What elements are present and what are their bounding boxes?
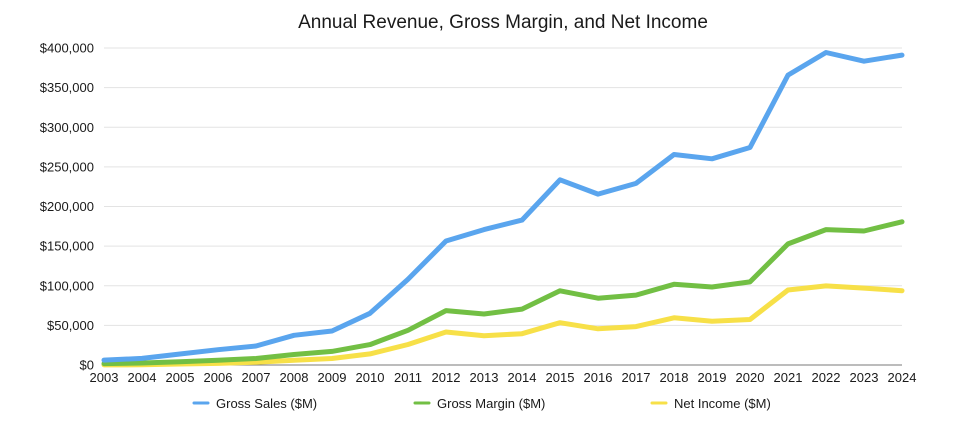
x-tick-label: 2007 xyxy=(242,370,271,385)
y-tick-label: $100,000 xyxy=(40,278,94,293)
legend-item-net-income: Net Income ($M) xyxy=(650,396,771,411)
x-tick-label: 2023 xyxy=(850,370,879,385)
x-tick-label: 2009 xyxy=(318,370,347,385)
y-tick-label: $0 xyxy=(80,358,94,373)
y-tick-label: $200,000 xyxy=(40,199,94,214)
x-tick-label: 2005 xyxy=(166,370,195,385)
x-tick-label: 2017 xyxy=(622,370,651,385)
legend-item-gross-margin: Gross Margin ($M) xyxy=(413,396,545,411)
axes: $0 $50,000 $100,000 $150,000 $200,000 $250,00… xyxy=(40,41,917,386)
legend-label: Gross Sales ($M) xyxy=(216,396,317,411)
x-tick-label: 2006 xyxy=(204,370,233,385)
legend-label: Gross Margin ($M) xyxy=(437,396,545,411)
x-tick-label: 2024 xyxy=(888,370,917,385)
x-tick-label: 2011 xyxy=(394,370,422,385)
x-tick-label: 2019 xyxy=(698,370,727,385)
x-tick-label: 2021 xyxy=(774,370,803,385)
y-tick-label: $150,000 xyxy=(40,239,94,254)
series-line-net-income xyxy=(101,283,905,368)
y-tick-label: $250,000 xyxy=(40,159,94,174)
series-line-gross-margin xyxy=(101,219,905,367)
x-tick-label: 2020 xyxy=(736,370,765,385)
y-tick-label: $400,000 xyxy=(40,41,94,56)
x-tick-label: 2013 xyxy=(470,370,499,385)
y-tick-label: $50,000 xyxy=(47,318,94,333)
x-tick-label: 2015 xyxy=(546,370,575,385)
legend-item-gross-sales: Gross Sales ($M) xyxy=(192,396,317,411)
series-lines xyxy=(101,50,905,368)
x-tick-label: 2003 xyxy=(90,370,119,385)
y-tick-label: $350,000 xyxy=(40,80,94,95)
x-tick-label: 2012 xyxy=(432,370,461,385)
y-tick-label: $300,000 xyxy=(40,120,94,135)
series-line-gross-sales xyxy=(101,50,905,363)
x-tick-label: 2016 xyxy=(584,370,613,385)
legend: Gross Sales ($M) Gross Margin ($M) Net Inc… xyxy=(192,396,771,411)
x-tick-label: 2018 xyxy=(660,370,689,385)
x-tick-label: 2014 xyxy=(508,370,537,385)
x-tick-label: 2008 xyxy=(280,370,309,385)
x-tick-label: 2022 xyxy=(812,370,841,385)
x-tick-label: 2004 xyxy=(128,370,157,385)
chart-title: Annual Revenue, Gross Margin, and Net In… xyxy=(298,12,708,33)
gridlines xyxy=(104,47,902,326)
legend-label: Net Income ($M) xyxy=(674,396,771,411)
x-tick-label: 2010 xyxy=(356,370,385,385)
